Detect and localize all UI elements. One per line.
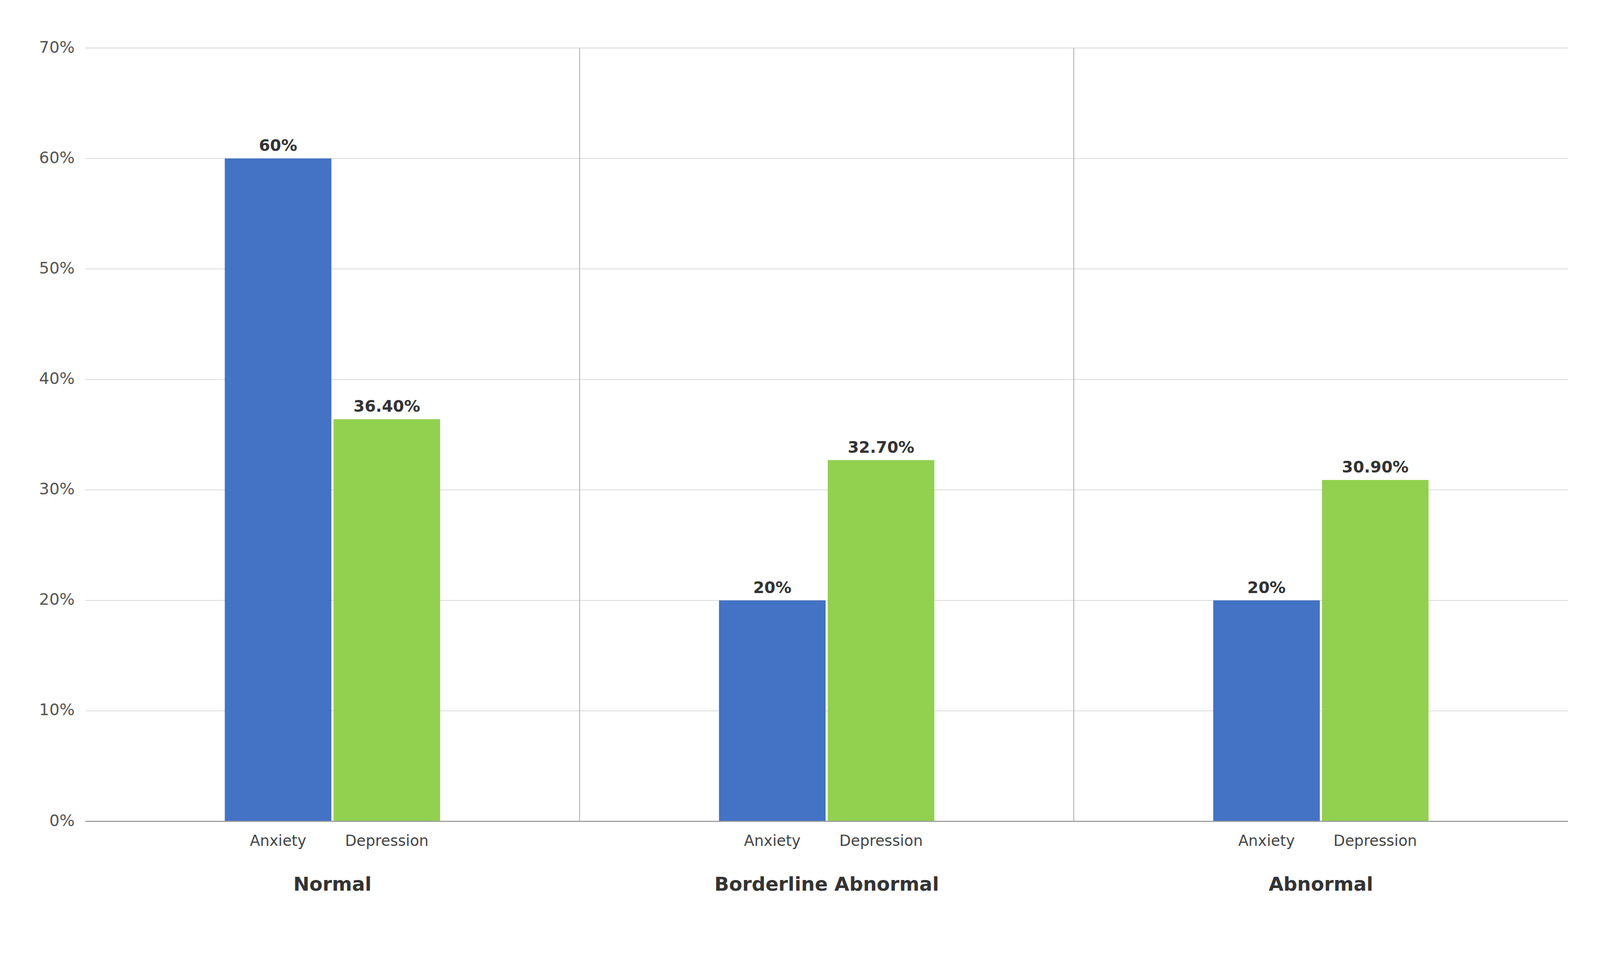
grid-line (85, 820, 1568, 822)
y-tick-label: 10% (38, 700, 75, 719)
bar (224, 158, 332, 822)
bar (1322, 480, 1429, 822)
x-tick-label: Anxiety (249, 832, 307, 850)
grid (85, 48, 1568, 822)
y-tick-label: 40% (38, 369, 75, 388)
group-label: Normal (293, 873, 372, 895)
x-axis-line (85, 820, 1568, 822)
y-tick-label: 0% (49, 811, 75, 830)
bar (718, 600, 826, 822)
y-tick-label: 20% (38, 589, 75, 609)
data-label: 20% (753, 578, 792, 597)
group-separator (579, 48, 581, 822)
data-labels: 60% 20% 20% 36.40% 32.70% 30.90% (258, 136, 1409, 597)
x-axis: Anxiety Depression Normal Anxiety Depression… (85, 821, 1568, 895)
bar (1213, 600, 1320, 822)
group-separators (579, 48, 1075, 822)
chart: 0% 10% 20% 30% 40% 50% 60% 70% 60% 20% 20% 36.40% 32… (0, 0, 1600, 960)
bar (333, 419, 440, 822)
data-label: 20% (1247, 578, 1286, 597)
group-label: Borderline Abnormal (714, 873, 939, 895)
data-label: 60% (258, 136, 298, 155)
y-tick-label: 70% (38, 37, 75, 57)
y-tick-label: 50% (38, 258, 75, 278)
bars (224, 158, 1429, 822)
grid-line (85, 47, 1568, 49)
x-tick-label: Anxiety (744, 832, 801, 850)
group-separator (1073, 48, 1075, 822)
y-tick-label: 60% (38, 148, 75, 167)
x-tick-label: Depression (345, 832, 429, 850)
background (0, 0, 1600, 960)
y-tick-label: 30% (38, 479, 75, 499)
x-tick-label: Anxiety (1238, 832, 1295, 850)
y-axis: 0% 10% 20% 30% 40% 50% 60% 70% (38, 37, 75, 830)
x-tick-label: Depression (839, 832, 924, 850)
data-label: 32.70% (847, 437, 915, 457)
bar (827, 460, 935, 822)
group-label: Abnormal (1268, 873, 1374, 895)
data-label: 30.90% (1341, 457, 1409, 477)
data-label: 36.40% (353, 396, 421, 416)
x-tick-label: Depression (1333, 832, 1418, 850)
